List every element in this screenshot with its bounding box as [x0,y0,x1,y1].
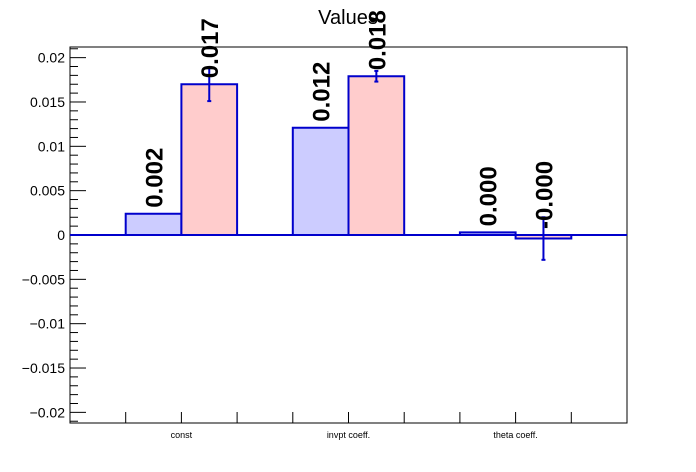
data-label: 0.000 [476,166,503,226]
y-tick-label: −0.005 [22,271,65,287]
x-category-label: const [171,430,193,440]
data-label: 0.018 [364,10,391,70]
y-tick-label: −0.015 [22,360,65,376]
bar [348,76,405,235]
y-tick-label: 0.01 [38,138,65,154]
bar [125,213,182,235]
y-tick-label: −0.02 [30,404,66,420]
y-tick-label: 0 [57,227,65,243]
data-label: 0.002 [142,148,169,208]
y-tick-label: −0.01 [30,316,66,332]
y-tick-label: 0.02 [38,50,65,66]
y-tick-label: 0.015 [30,94,65,110]
bar-outline [458,231,517,235]
bar [292,127,349,235]
x-category-label: invpt coeff. [327,430,370,440]
data-label: 0.012 [309,62,336,122]
data-label: -0.000 [531,161,558,229]
x-category-label: theta coeff. [493,430,537,440]
bar [459,232,516,235]
bar [181,84,238,235]
y-tick-label: 0.005 [30,183,65,199]
data-label: 0.017 [197,18,224,78]
plot-area: 0.02 0.015 0.01 0.005 0 −0.005 −0.01 −0.015 −0.0… [22,10,628,440]
chart-title: Values [318,7,378,29]
